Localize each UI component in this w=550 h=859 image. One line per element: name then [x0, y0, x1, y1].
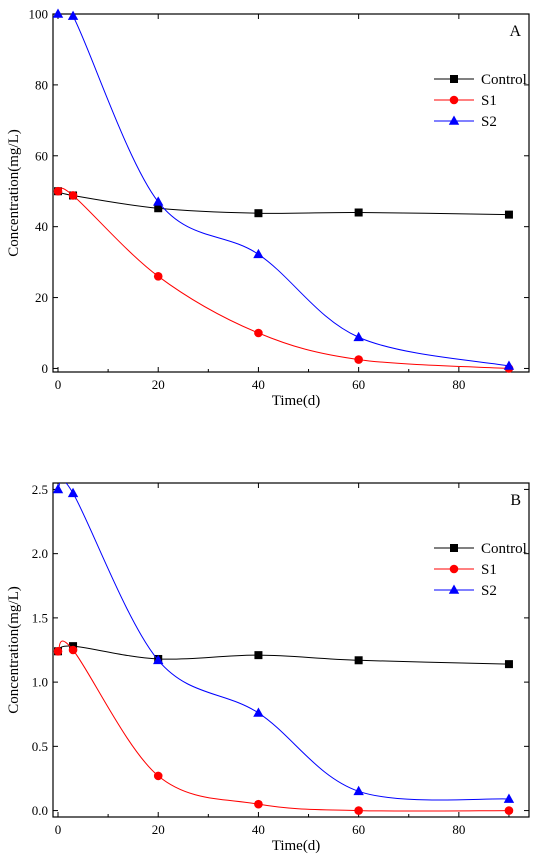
data-point-s2 — [353, 785, 364, 796]
legend-marker — [449, 95, 459, 105]
data-point-s2 — [153, 654, 164, 665]
y-tick-label: 20 — [35, 290, 48, 305]
x-tick-label: 40 — [252, 377, 265, 392]
data-point-s2 — [153, 196, 164, 206]
data-point-s1 — [153, 271, 163, 281]
x-axis-label: Time(d) — [272, 838, 321, 854]
x-tick-label: 0 — [55, 822, 62, 837]
data-point-control — [154, 204, 163, 213]
legend-marker — [449, 564, 459, 574]
data-point-s2 — [503, 360, 515, 370]
y-axis-label: Concentration(mg/L) — [6, 129, 22, 256]
panel-label: A — [509, 23, 521, 40]
data-point-s2 — [253, 707, 264, 717]
series-s1 — [53, 186, 514, 373]
y-tick-label: 80 — [35, 77, 48, 92]
data-point-s1 — [254, 799, 263, 809]
y-tick-label: 2.5 — [32, 482, 48, 497]
data-point-s1 — [354, 806, 363, 815]
y-tick-label: 40 — [35, 219, 48, 234]
series-line-control — [57, 645, 509, 665]
data-point-s1 — [53, 186, 63, 196]
data-point-control — [254, 209, 263, 218]
y-tick-label: 1.5 — [32, 610, 48, 625]
data-point-control — [354, 656, 363, 665]
y-tick-label: 60 — [35, 148, 48, 163]
y-tick-label: 0.5 — [32, 739, 48, 754]
y-tick-label: 100 — [29, 7, 49, 22]
series-control — [54, 187, 513, 219]
x-tick-label: 0 — [55, 377, 62, 392]
y-tick-label: 1.0 — [32, 675, 48, 690]
legend-marker — [448, 584, 460, 594]
data-point-s1 — [68, 645, 78, 655]
series-line-s2 — [57, 14, 510, 367]
series-s2 — [52, 8, 515, 370]
plot-frame — [52, 482, 530, 818]
series-s2 — [52, 483, 515, 803]
panel-label: B — [510, 492, 521, 509]
legend-marker — [448, 115, 460, 125]
y-axis-label: Concentration(mg/L) — [6, 586, 22, 713]
series-control — [54, 642, 513, 669]
series-line-s2 — [57, 483, 509, 801]
data-point-control — [504, 660, 513, 669]
data-point-s1 — [354, 355, 363, 364]
x-axis-label: Time(d) — [272, 393, 321, 409]
x-tick-label: 80 — [452, 822, 465, 837]
series-line-control — [57, 190, 509, 216]
y-tick-label: 2.0 — [32, 546, 48, 561]
x-tick-label: 60 — [352, 377, 365, 392]
legend-marker — [450, 75, 458, 83]
legend-marker — [450, 544, 458, 552]
series-line-s1 — [57, 187, 509, 369]
plot-frame — [52, 13, 530, 373]
chart-panel-B: 0 20 40 60 80 0.0 0.5 1.0 1.5 2.0 2.5 Time(d) Concen… — [6, 482, 530, 854]
legend-label-s2: S2 — [481, 583, 497, 599]
data-point-s2 — [52, 8, 64, 18]
series-s1 — [53, 640, 514, 815]
data-point-s2 — [67, 487, 79, 498]
x-tick-label: 20 — [152, 822, 165, 837]
data-point-control — [354, 208, 363, 217]
y-tick-label: 0 — [42, 361, 49, 376]
data-point-control — [254, 651, 263, 660]
legend-label-s2: S2 — [481, 114, 497, 130]
data-point-s1 — [504, 806, 514, 815]
data-point-s2 — [503, 793, 515, 803]
x-tick-label: 60 — [352, 822, 365, 837]
x-tick-label: 40 — [252, 822, 265, 837]
y-tick-label: 0.0 — [32, 803, 48, 818]
data-point-s1 — [53, 646, 63, 656]
legend: Control S1 S2 — [434, 541, 527, 599]
data-point-s1 — [153, 771, 163, 781]
x-tick-label: 20 — [152, 377, 165, 392]
data-point-s2 — [67, 10, 79, 20]
legend-label-s1: S1 — [481, 93, 497, 109]
data-point-s1 — [68, 191, 78, 200]
data-point-s2 — [353, 331, 364, 342]
x-tick-label: 80 — [452, 377, 465, 392]
data-point-s2 — [52, 483, 64, 494]
data-point-s2 — [253, 248, 264, 259]
chart-panel-A: 0 20 40 60 80 0 20 40 60 80 100 Time(d) Concentratio… — [6, 7, 530, 409]
data-point-control — [504, 210, 513, 219]
legend-label-control: Control — [481, 72, 527, 88]
series-line-s1 — [57, 640, 509, 812]
legend-label-s1: S1 — [481, 562, 497, 578]
legend: Control S1 S2 — [434, 72, 527, 130]
legend-label-control: Control — [481, 541, 527, 557]
data-point-s1 — [254, 328, 263, 338]
